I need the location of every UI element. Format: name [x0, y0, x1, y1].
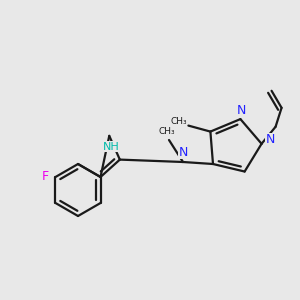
Text: NH: NH	[103, 142, 120, 152]
Text: N: N	[178, 146, 188, 158]
Text: N: N	[266, 133, 275, 146]
Text: N: N	[237, 103, 246, 117]
Text: F: F	[42, 170, 49, 184]
Text: CH₃: CH₃	[159, 128, 175, 136]
Text: CH₃: CH₃	[170, 117, 187, 126]
